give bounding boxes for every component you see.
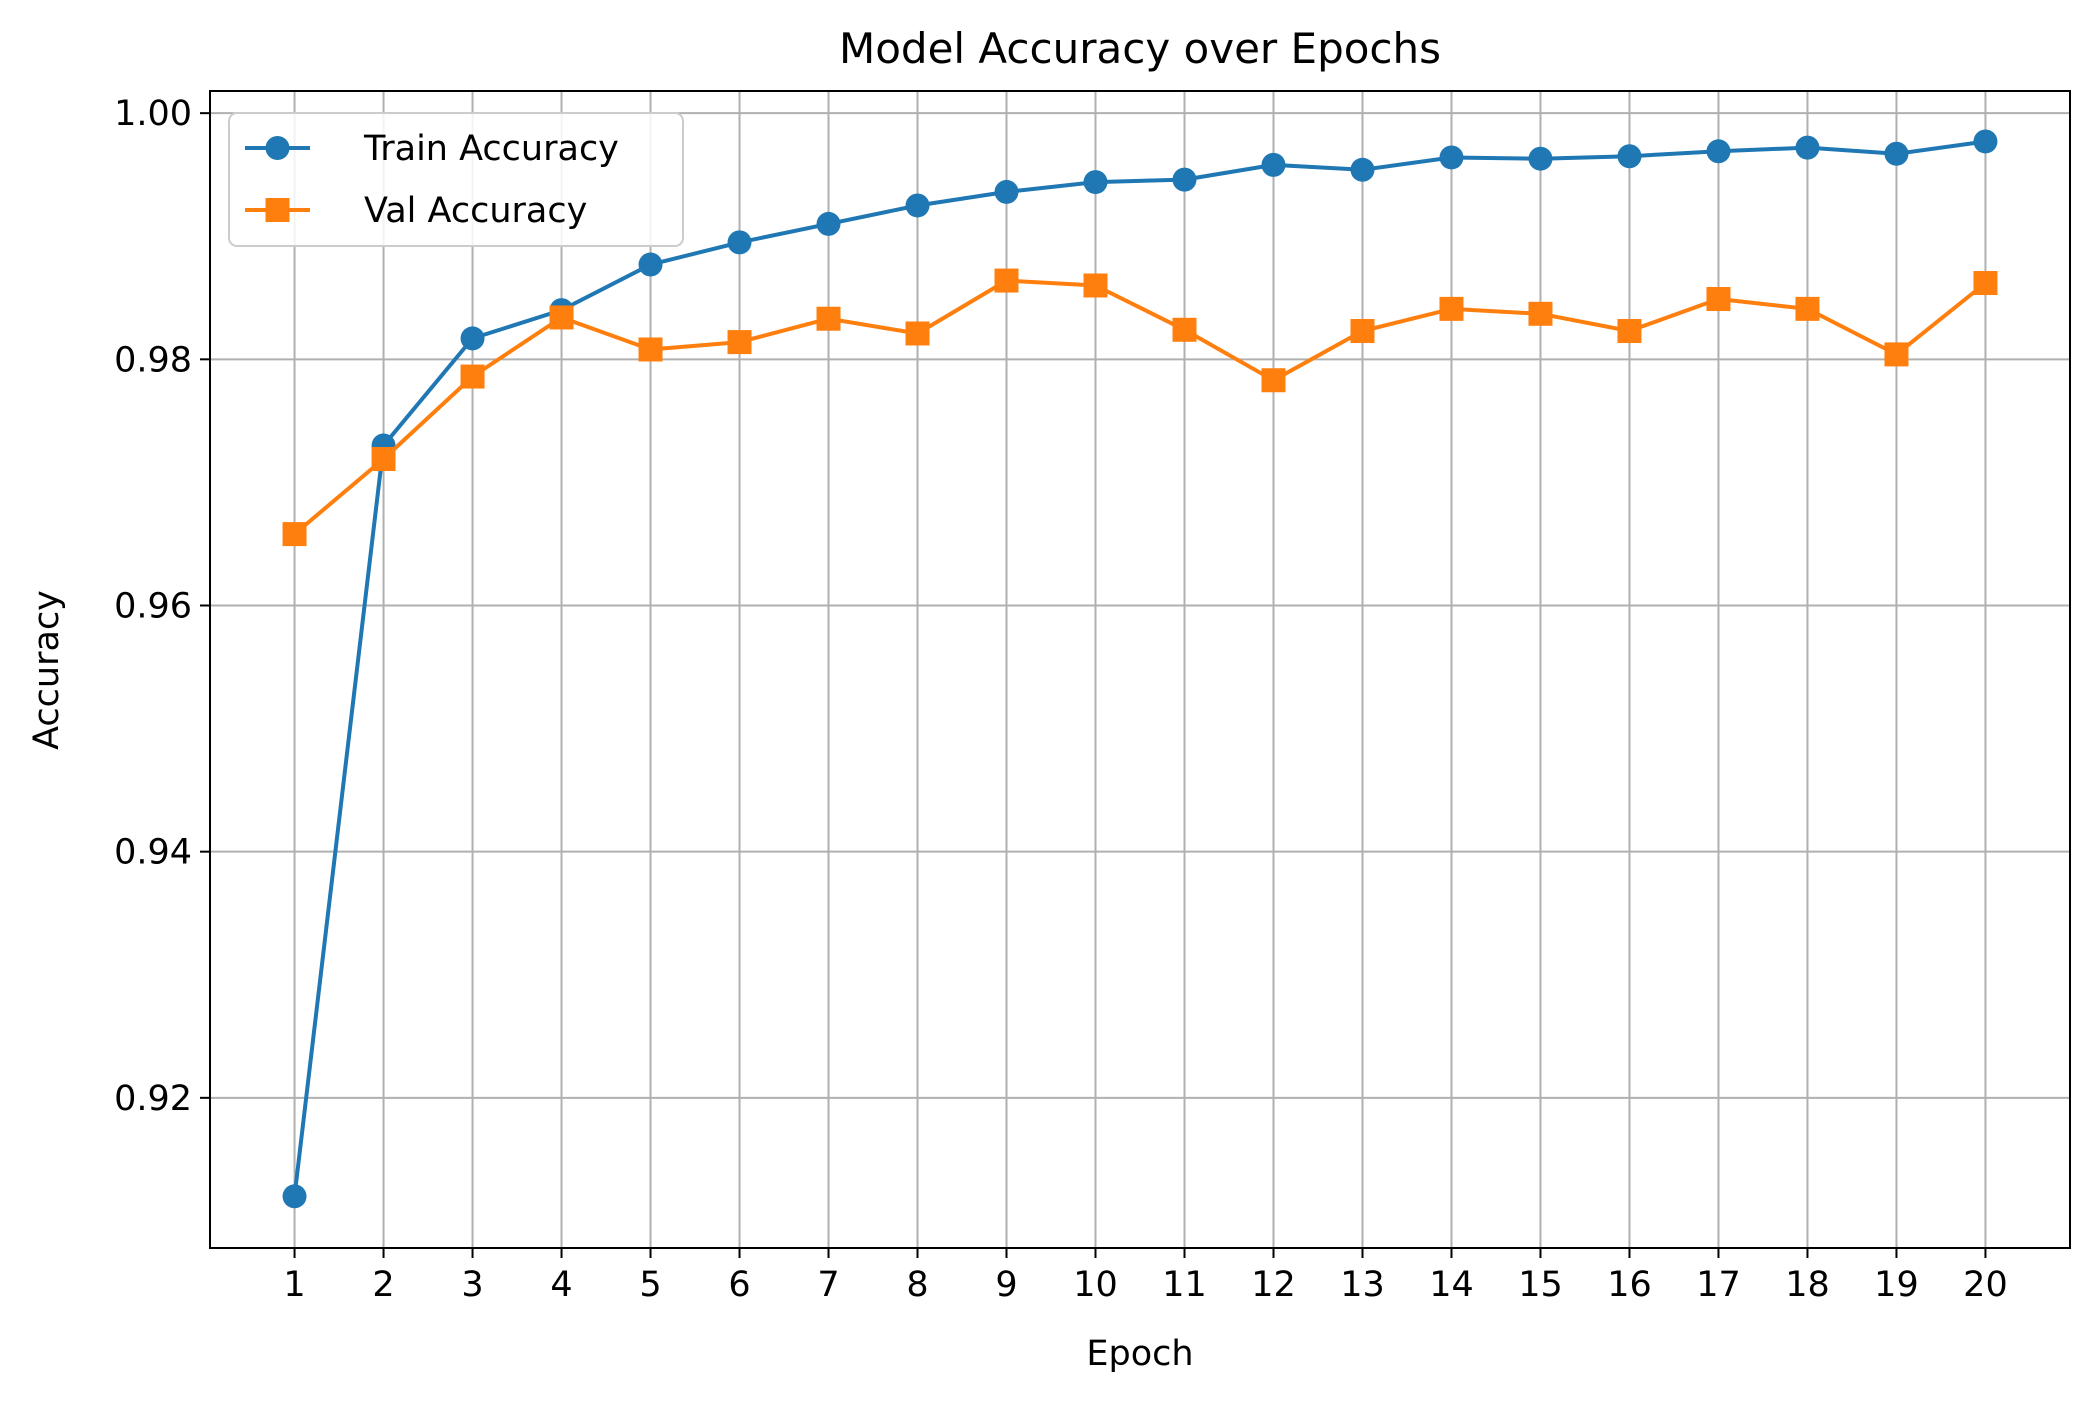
train-accuracy-point [994, 179, 1019, 204]
train-accuracy-point [1706, 139, 1731, 164]
train-accuracy-point [1973, 129, 1998, 154]
val-accuracy-point [1528, 301, 1553, 326]
x-tick-label: 2 [372, 1265, 394, 1305]
x-tick-label: 16 [1607, 1265, 1652, 1305]
train-accuracy-point [1617, 144, 1642, 169]
train-accuracy-point [1439, 145, 1464, 170]
x-tick-label: 19 [1874, 1265, 1919, 1305]
y-axis-label: Accuracy [27, 590, 67, 750]
x-tick-label: 7 [817, 1265, 839, 1305]
train-accuracy-point [1261, 152, 1286, 177]
train-accuracy-point [1795, 135, 1820, 160]
val-accuracy-legend-marker [265, 198, 290, 222]
plot-frame [209, 90, 2071, 1249]
train-accuracy-point [1172, 167, 1197, 192]
val-accuracy-point [994, 268, 1019, 293]
val-accuracy-legend-label: Val Accuracy [364, 191, 587, 231]
series-layer [282, 129, 1998, 1209]
val-accuracy-point [1439, 296, 1464, 321]
train-accuracy-point [727, 230, 752, 255]
val-accuracy-point [727, 330, 752, 355]
x-tick-label: 5 [639, 1265, 661, 1305]
y-tick-label: 1.00 [114, 94, 192, 134]
x-axis-label: Epoch [1086, 1334, 1193, 1374]
val-accuracy-point [282, 522, 307, 547]
val-accuracy-point [549, 305, 574, 330]
x-tick-label: 3 [461, 1265, 483, 1305]
val-accuracy-point [1172, 317, 1197, 342]
val-accuracy-point [638, 337, 663, 362]
train-accuracy-point [1350, 157, 1375, 182]
val-accuracy-point [1795, 296, 1820, 321]
grid-layer [210, 91, 2070, 1248]
train-accuracy-point [282, 1184, 307, 1209]
val-accuracy-point [1973, 271, 1998, 296]
x-tick-label: 9 [995, 1265, 1017, 1305]
val-accuracy-point [1261, 368, 1286, 393]
val-accuracy-point [1884, 342, 1909, 367]
val-accuracy-point [1350, 319, 1375, 344]
x-tick-label: 6 [728, 1265, 750, 1305]
train-accuracy-point [638, 252, 663, 277]
val-accuracy-point [816, 306, 841, 331]
x-tick-label: 1 [283, 1265, 305, 1305]
val-accuracy-point [460, 364, 485, 389]
y-tick-label: 0.96 [114, 586, 192, 626]
y-tick-label: 0.94 [114, 833, 192, 873]
train-accuracy-point [1884, 141, 1909, 166]
ticks-layer: 1 2 3 4 5 6 7 8 9 10 11 12 13 14 15 16 17 18 19 200.920.940… [114, 94, 2008, 1305]
legend-box [228, 112, 684, 247]
x-tick-label: 10 [1073, 1265, 1118, 1305]
chart-title: Model Accuracy over Epochs [839, 24, 1441, 73]
train-accuracy-legend-marker [265, 136, 290, 160]
val-accuracy-line [293, 278, 1987, 536]
x-tick-label: 13 [1340, 1265, 1385, 1305]
train-accuracy-point [816, 211, 841, 236]
x-tick-label: 8 [906, 1265, 928, 1305]
train-accuracy-point [905, 193, 930, 218]
train-accuracy-legend-label: Train Accuracy [363, 129, 619, 169]
x-tick-label: 18 [1785, 1265, 1830, 1305]
train-accuracy-point [1528, 146, 1553, 171]
x-tick-label: 11 [1162, 1265, 1207, 1305]
x-tick-label: 17 [1696, 1265, 1741, 1305]
x-tick-label: 4 [550, 1265, 572, 1305]
train-accuracy-point [460, 326, 485, 351]
x-tick-label: 14 [1429, 1265, 1474, 1305]
val-accuracy-point [1706, 287, 1731, 312]
val-accuracy-point [1617, 319, 1642, 344]
train-accuracy-line [292, 139, 1986, 1197]
x-tick-label: 20 [1963, 1265, 2008, 1305]
val-accuracy-point [905, 321, 930, 346]
train-accuracy-point [1083, 170, 1108, 195]
y-tick-label: 0.92 [114, 1079, 192, 1119]
val-accuracy-point [371, 447, 396, 472]
x-tick-label: 12 [1251, 1265, 1296, 1305]
y-tick-label: 0.98 [114, 340, 192, 380]
legend: Train Accuracy Val Accuracy [228, 112, 684, 247]
x-tick-label: 15 [1518, 1265, 1563, 1305]
val-accuracy-point [1083, 273, 1108, 298]
